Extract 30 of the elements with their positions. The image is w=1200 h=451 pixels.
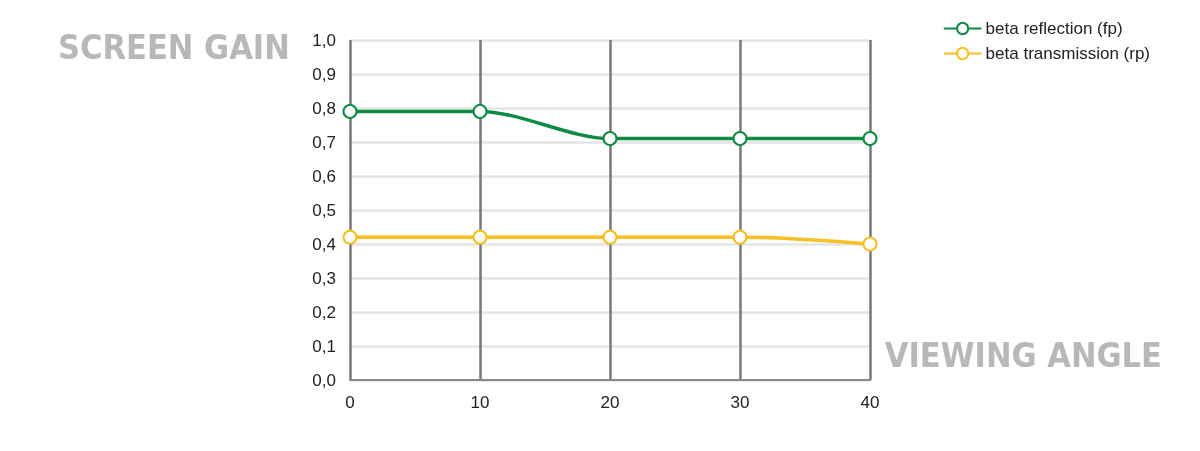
y-tick-label: 0,1	[312, 336, 336, 356]
point	[862, 131, 878, 147]
y-tick-label: 0,4	[312, 234, 336, 254]
point	[472, 229, 488, 245]
y-tick-label: 0,3	[312, 268, 336, 288]
legend-label: beta transmission (rp)	[985, 44, 1150, 63]
x-tick-label: 20	[600, 393, 620, 412]
x-tick-label: 40	[860, 393, 880, 412]
point	[732, 131, 748, 147]
point	[342, 103, 358, 119]
y-tick-label: 0,8	[312, 98, 336, 118]
point	[602, 229, 618, 245]
point	[732, 229, 748, 245]
y-tick-label: 0,6	[312, 166, 336, 186]
legend-label: beta reflection (fp)	[985, 19, 1123, 38]
y-tick-label: 0,5	[312, 200, 336, 220]
y-tick-label: 0,2	[312, 302, 336, 322]
y-tick-label: 0,7	[312, 132, 336, 152]
x-tick-label: 30	[730, 393, 750, 412]
x-tick-label: 0	[345, 393, 355, 412]
y-tick-label: 0,0	[312, 370, 336, 390]
point	[342, 229, 358, 245]
y-tick-label: 1,0	[312, 30, 336, 50]
point	[862, 236, 878, 252]
y-tick-label: 0,9	[312, 64, 336, 84]
x-tick-label: 10	[470, 393, 490, 412]
y-axis-title: SCREEN GAIN	[58, 27, 290, 67]
point	[602, 131, 618, 147]
x-axis-title: VIEWING ANGLE	[884, 335, 1163, 375]
point	[472, 103, 488, 119]
